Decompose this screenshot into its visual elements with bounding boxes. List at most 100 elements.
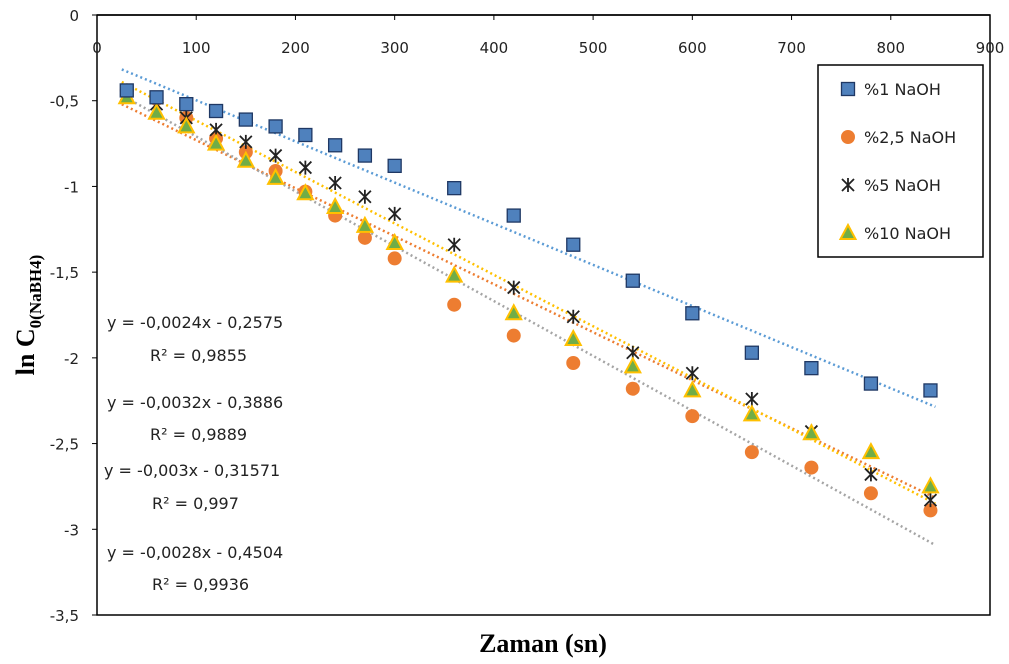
data-point <box>296 183 315 201</box>
r-squared: R² = 0,997 <box>152 494 239 513</box>
data-point <box>566 309 580 324</box>
x-tick-label: 100 <box>182 39 211 57</box>
data-point <box>445 265 464 283</box>
data-point <box>298 160 313 175</box>
x-tick-label: 500 <box>579 39 608 57</box>
trendline <box>121 103 936 499</box>
trend-equation: y = -0,0032x - 0,3886 <box>107 393 283 412</box>
trend-equation: y = -0,0028x - 0,4504 <box>107 543 283 562</box>
y-tick-label: 0 <box>69 7 79 25</box>
data-point <box>864 467 878 482</box>
data-point <box>744 345 760 360</box>
data-point <box>327 138 343 153</box>
data-point <box>506 328 521 343</box>
y-axis-title-sub: 0(NaBH4) <box>26 255 45 329</box>
legend-marker <box>841 130 855 144</box>
data-point <box>685 409 700 424</box>
data-point <box>804 360 819 376</box>
data-point <box>298 127 313 143</box>
data-point <box>566 237 581 252</box>
y-tick-label: -3,5 <box>50 607 79 625</box>
x-tick-label: 600 <box>678 39 707 57</box>
data-point <box>742 404 762 422</box>
data-point <box>447 180 462 196</box>
data-point <box>355 215 375 233</box>
data-point <box>923 503 938 518</box>
x-tick-label: 900 <box>976 39 1005 57</box>
x-tick-label: 300 <box>380 39 409 57</box>
trendline <box>121 68 936 408</box>
r-squared: R² = 0,9855 <box>150 346 247 365</box>
data-point <box>268 148 283 163</box>
data-point <box>863 376 879 391</box>
data-point <box>208 103 224 119</box>
data-point <box>447 297 462 312</box>
data-point <box>861 442 881 460</box>
data-point <box>685 366 699 381</box>
legend-marker <box>840 81 856 97</box>
data-point <box>863 486 878 501</box>
data-point <box>358 189 372 204</box>
data-point <box>387 251 402 266</box>
data-point <box>179 96 194 112</box>
data-point <box>921 476 940 494</box>
data-point <box>147 102 166 120</box>
legend-marker <box>838 222 858 240</box>
x-tick-label: 800 <box>876 39 905 57</box>
data-point <box>236 150 256 168</box>
data-point <box>744 445 759 460</box>
y-tick-label: -0,5 <box>50 93 79 111</box>
x-tick-label: 400 <box>480 39 509 57</box>
legend-label: %2,5 NaOH <box>864 128 956 147</box>
y-axis-title-main: ln C <box>11 328 40 375</box>
data-point <box>387 158 402 174</box>
legend-label: %5 NaOH <box>864 176 941 195</box>
y-tick-label: -2,5 <box>50 436 79 454</box>
legend-label: %1 NaOH <box>864 80 941 99</box>
data-point <box>623 356 642 374</box>
trend-equation: y = -0,003x - 0,31571 <box>104 461 280 480</box>
data-point <box>268 119 283 134</box>
data-point <box>923 493 938 508</box>
data-point <box>385 232 404 250</box>
data-point <box>745 392 759 406</box>
trend-equation: y = -0,0024x - 0,2575 <box>107 313 283 332</box>
legend-label: %10 NaOH <box>864 224 951 243</box>
data-point <box>119 83 134 98</box>
y-axis-title: ln C0(NaBH4) <box>11 255 45 376</box>
y-tick-label: -2 <box>64 350 79 368</box>
data-point <box>802 423 821 441</box>
legend-marker <box>841 178 855 192</box>
r-squared: R² = 0,9936 <box>152 575 249 594</box>
data-point <box>564 328 583 346</box>
data-point <box>804 460 819 475</box>
x-tick-label: 200 <box>281 39 310 57</box>
data-point <box>388 206 402 221</box>
data-point <box>149 90 164 105</box>
data-point <box>923 383 938 398</box>
data-point <box>357 148 373 163</box>
data-point <box>507 280 521 295</box>
data-point <box>506 208 521 223</box>
data-point <box>683 380 702 398</box>
data-point <box>328 176 342 190</box>
r-squared: R² = 0,9889 <box>150 425 247 444</box>
x-axis-title: Zaman (sn) <box>479 629 607 658</box>
y-tick-label: -1 <box>64 178 79 196</box>
data-point <box>447 237 461 252</box>
data-point <box>357 230 372 245</box>
legend-box <box>817 64 984 258</box>
data-point <box>504 303 523 321</box>
data-point <box>566 356 581 370</box>
data-point <box>206 133 226 151</box>
data-point <box>625 381 640 396</box>
data-point <box>177 116 196 134</box>
x-tick-label: 700 <box>777 39 806 57</box>
data-point <box>266 167 285 185</box>
y-tick-label: -3 <box>64 521 79 539</box>
data-point <box>625 273 640 288</box>
x-tick-label: 0 <box>92 39 102 57</box>
data-point <box>239 134 253 149</box>
data-point <box>685 306 700 321</box>
